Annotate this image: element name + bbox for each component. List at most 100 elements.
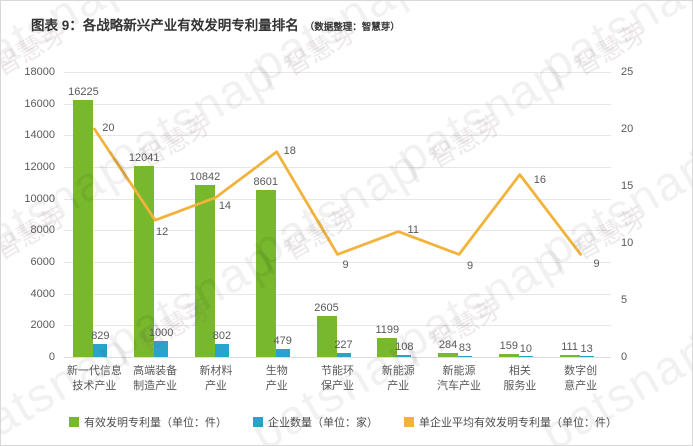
category-label: 生物 产业 <box>239 364 315 394</box>
category-label: 新能源 产业 <box>360 364 436 394</box>
y-axis-tick-right: 20 <box>621 123 634 135</box>
category-label: 相关 服务业 <box>482 364 558 394</box>
category-label-line: 产业 <box>265 380 288 392</box>
watermark-brand: patsnap <box>677 231 692 370</box>
company-value-label: 479 <box>273 335 292 348</box>
patent-bar <box>194 185 215 357</box>
y-axis-tick-right: 15 <box>621 180 634 192</box>
y-axis-tick-left: 6000 <box>30 256 55 268</box>
patent-bar <box>498 354 519 357</box>
line-point-label: 9 <box>342 259 349 272</box>
line-point-label: 14 <box>218 200 232 213</box>
company-bar <box>275 349 290 357</box>
patent-value-label: 159 <box>499 340 518 353</box>
line-point-label: 12 <box>156 226 169 239</box>
category-label-line: 意产业 <box>564 380 598 392</box>
category-label: 新材料 产业 <box>178 364 254 394</box>
company-bar <box>336 353 351 357</box>
gridline <box>64 325 611 327</box>
category-label-line: 节能环 <box>321 365 354 377</box>
company-bar <box>154 341 169 357</box>
patent-bar <box>559 355 580 357</box>
gridline <box>64 103 611 105</box>
legend-swatch <box>404 417 414 427</box>
patent-bar <box>377 338 398 357</box>
category-label: 新一代信息 技术产业 <box>56 364 132 394</box>
patent-bar <box>134 166 155 357</box>
y-axis-tick-left: 0 <box>48 351 55 363</box>
line-point-label: 20 <box>102 122 115 134</box>
line-point-label: 9 <box>593 258 600 271</box>
plot-area: 0 2000 4000 6000 8000 10000 12000 14000 16000 180… <box>24 66 633 392</box>
legend-swatch <box>69 417 79 427</box>
patent-bar <box>438 352 459 357</box>
legend-label: 单企业平均有效发明专利量（单位：件） <box>419 417 617 429</box>
company-value-label: 83 <box>458 341 472 354</box>
category-label: 数字创 意产业 <box>543 364 619 394</box>
category-label-line: 新能源 <box>442 365 476 377</box>
category-label: 高端装备 制造产业 <box>117 364 193 394</box>
patent-bar <box>73 100 94 357</box>
patent-value-label: 12041 <box>128 152 160 165</box>
y-axis-tick-right: 10 <box>621 237 634 249</box>
chart-header: 图表 9：各战略新兴产业有效发明专利量排名 （数据整理：智慧芽） <box>31 14 400 34</box>
gridline <box>64 72 611 73</box>
legend-item: 企业数量（单位：家） <box>253 414 378 430</box>
y-axis-tick-left: 18000 <box>24 66 55 78</box>
company-bar <box>579 355 594 357</box>
patent-bar <box>255 190 276 357</box>
company-value-label: 108 <box>395 341 414 354</box>
watermark-brand: patsnap <box>677 1 692 2</box>
gridline <box>64 167 611 168</box>
line-point-label: 18 <box>283 144 296 157</box>
category-label-line: 服务业 <box>503 380 537 392</box>
category-label-line: 新一代信息 <box>66 365 122 377</box>
category-label-line: 制造产业 <box>133 380 178 392</box>
line-point-label: 16 <box>533 173 546 186</box>
category-label-line: 数字创 <box>564 365 598 377</box>
legend-swatch <box>253 417 263 427</box>
y-axis-tick-left: 10000 <box>24 192 55 205</box>
y-axis-tick-left: 8000 <box>30 224 55 237</box>
category-label-line: 产业 <box>387 380 410 392</box>
average-line-chart <box>92 127 582 256</box>
patent-value-label: 1199 <box>375 324 400 337</box>
patent-value-label: 2605 <box>314 301 339 314</box>
company-bar <box>93 343 108 357</box>
line-point-label: 11 <box>407 223 419 236</box>
patent-value-label: 284 <box>438 338 458 351</box>
watermark-brand: patsnap <box>387 1 575 2</box>
company-value-label: 802 <box>212 330 232 343</box>
line-point-label: 9 <box>466 260 474 273</box>
category-label-line: 保产业 <box>321 380 354 392</box>
legend-label: 有效发明专利量（单位：件） <box>84 417 227 429</box>
y-axis-tick-left: 16000 <box>24 97 55 110</box>
gridline <box>64 293 611 295</box>
watermark-brand: patsnap <box>677 47 692 186</box>
legend-item: 单企业平均有效发明专利量（单位：件） <box>404 414 617 430</box>
company-bar <box>397 355 412 357</box>
patent-value-label: 10842 <box>189 171 221 184</box>
company-bar <box>458 355 473 357</box>
y-axis-tick-right: 0 <box>621 351 628 363</box>
company-value-label: 829 <box>91 329 110 342</box>
category-label-line: 高端装备 <box>133 365 178 377</box>
gridline <box>64 262 611 263</box>
category-label-line: 生物 <box>265 365 288 377</box>
gridline <box>64 357 611 358</box>
category-label-line: 新能源 <box>381 365 415 377</box>
category-label-line: 产业 <box>204 380 227 392</box>
y-axis-tick-right: 5 <box>621 294 628 306</box>
y-axis-tick-left: 14000 <box>24 129 55 142</box>
legend: 有效发明专利量（单位：件） 企业数量（单位：家） 单企业平均有效发明专利量（单位：件… <box>69 414 617 430</box>
patent-bar <box>316 315 337 357</box>
average-line <box>92 127 582 256</box>
y-axis-tick-left: 4000 <box>30 287 55 300</box>
category-label-line: 新材料 <box>199 365 233 377</box>
gridline <box>64 230 611 232</box>
category-label-line: 技术产业 <box>72 380 117 392</box>
y-axis-tick-right: 25 <box>621 66 634 78</box>
